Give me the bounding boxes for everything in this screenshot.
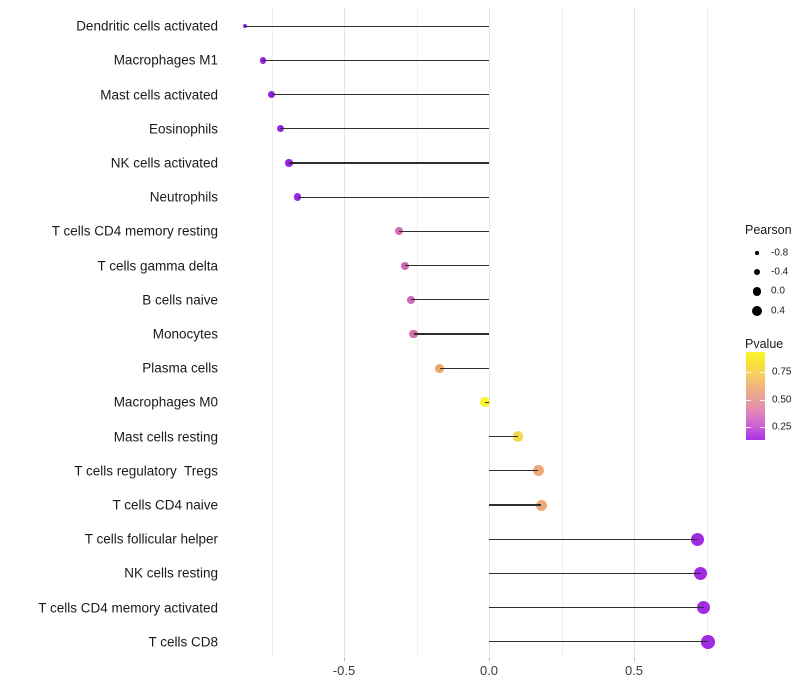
lollipop-stem	[297, 196, 489, 198]
lollipop-stem	[489, 572, 701, 575]
legend-size-label: -0.8	[771, 247, 789, 259]
lollipop-stem	[489, 504, 542, 506]
lollipop-dot	[535, 499, 547, 511]
gridline-minor	[271, 8, 273, 658]
x-axis-tick-label: 0.5	[624, 663, 644, 678]
x-axis-tick-label: 0.0	[479, 663, 499, 678]
legend-size-dot	[755, 251, 759, 255]
legend-size-label: -0.4	[771, 266, 789, 278]
y-axis-label: T cells gamma delta	[97, 258, 218, 274]
legend-size-label: 0.4	[771, 305, 785, 317]
x-axis-tick	[634, 658, 635, 661]
lollipop-dot	[268, 91, 275, 99]
y-axis-label: B cells naive	[142, 292, 218, 308]
lollipop-stem	[489, 641, 708, 643]
lollipop-dot	[694, 566, 708, 581]
colorbar-tick-label: 0.50	[772, 394, 792, 406]
colorbar-tick-label: 0.25	[772, 421, 792, 433]
gridline-major	[344, 8, 345, 658]
y-axis-label: Dendritic cells activated	[76, 18, 218, 34]
y-axis-label: NK cells resting	[124, 565, 218, 581]
colorbar-tick	[746, 399, 751, 401]
lollipop-stem	[404, 264, 489, 267]
legend-size-dot	[752, 287, 762, 296]
y-axis-label: T cells CD4 naive	[112, 497, 218, 513]
lollipop-stem	[489, 435, 518, 438]
pvalue-colorbar	[746, 352, 765, 440]
y-axis-label: Monocytes	[152, 326, 218, 342]
gridline-major	[489, 8, 490, 658]
y-axis-label: Mast cells activated	[100, 87, 218, 103]
lollipop-dot	[532, 465, 544, 477]
lollipop-stem	[484, 401, 489, 404]
lollipop-dot	[701, 635, 715, 649]
lollipop-stem	[410, 299, 489, 301]
lollipop-stem	[413, 333, 489, 335]
colorbar-tick-label: 0.75	[772, 366, 792, 378]
y-axis-label: T cells CD8	[148, 634, 218, 650]
lollipop-stem	[489, 470, 539, 472]
lollipop-dot	[409, 329, 418, 339]
y-axis-label: T cells CD4 memory activated	[38, 600, 218, 616]
lollipop-stem	[271, 93, 489, 96]
colorbar-tick	[746, 426, 751, 428]
y-axis-label: Plasma cells	[142, 360, 218, 376]
legend-size-label: 0.0	[771, 285, 785, 297]
colorbar-tick	[760, 371, 765, 373]
y-axis-label: Eosinophils	[148, 121, 218, 137]
lollipop-stem	[489, 538, 698, 540]
x-axis-tick	[344, 658, 345, 661]
y-axis-label: NK cells activated	[110, 155, 218, 171]
gridline-minor	[706, 8, 708, 658]
colorbar-tick	[760, 399, 765, 401]
y-axis-label: Mast cells resting	[113, 429, 218, 445]
lollipop-stem	[288, 162, 489, 164]
lollipop-stem	[280, 128, 489, 130]
y-axis-label: T cells regulatory Tregs	[74, 463, 218, 479]
legend-size-dot	[752, 305, 762, 316]
legend-size-dot	[753, 268, 761, 276]
y-axis-label: Neutrophils	[149, 189, 218, 205]
lollipop-stem	[489, 606, 704, 609]
colorbar-tick	[746, 371, 751, 373]
y-axis-label: T cells follicular helper	[84, 531, 218, 547]
lollipop-stem	[245, 25, 489, 27]
lollipop-stem	[399, 230, 489, 233]
colorbar-tick	[760, 426, 765, 428]
gridline-minor	[561, 8, 563, 658]
lollipop-stem	[439, 367, 489, 369]
lollipop-stem	[262, 59, 489, 62]
legend-pearson-title: Pearson	[745, 223, 792, 237]
legend-pvalue-title: Pvalue	[745, 337, 784, 351]
y-axis-label: T cells CD4 memory resting	[51, 223, 218, 239]
y-axis-label: Macrophages M1	[113, 52, 218, 68]
x-axis-tick-label: -0.5	[332, 663, 356, 678]
y-axis-label: Macrophages M0	[113, 394, 218, 410]
gridline-major	[634, 8, 635, 658]
x-axis-tick	[489, 658, 490, 661]
